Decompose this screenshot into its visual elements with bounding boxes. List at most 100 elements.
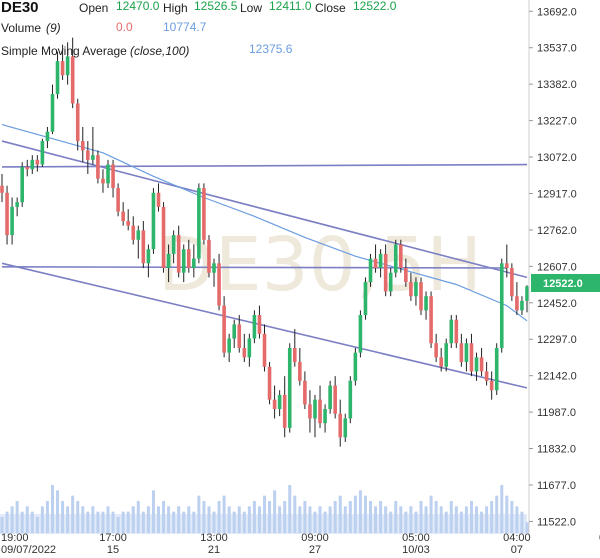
volume-bar — [222, 495, 226, 533]
trend-line-horizontal-13030 — [1, 163, 528, 168]
volume-bar — [348, 501, 352, 533]
volume-bar — [338, 495, 342, 533]
candle-body — [434, 343, 438, 358]
volume-bar — [257, 506, 261, 533]
candle — [60, 44, 65, 80]
candle-body — [186, 249, 191, 268]
candle-body — [70, 56, 75, 104]
candle-body — [242, 347, 247, 358]
candle — [409, 272, 413, 301]
time-tick-label: 17:00 — [99, 532, 127, 544]
candle-body — [308, 404, 312, 419]
open-label: Open — [79, 1, 108, 15]
close-value: 12522.0 — [353, 0, 397, 13]
volume-bar — [429, 495, 433, 533]
candle — [217, 253, 221, 311]
volume-bar — [464, 506, 468, 533]
candle-body — [55, 61, 60, 95]
volume-bar — [495, 495, 499, 533]
candle — [192, 244, 196, 278]
price-tick-label: 12762.0 — [537, 225, 577, 237]
candle — [499, 258, 504, 353]
candle-body — [393, 244, 398, 273]
candle — [282, 376, 287, 438]
candle-body — [217, 263, 221, 306]
volume-bar — [0, 517, 4, 533]
candle-body — [91, 155, 95, 160]
candle — [404, 258, 408, 287]
candle — [313, 394, 317, 438]
volume-bar — [172, 511, 176, 533]
candle-body — [454, 319, 459, 344]
candle — [75, 98, 80, 151]
volume-bar — [76, 501, 80, 533]
trend-line-horizontal-12600 — [1, 266, 507, 269]
candle-body — [419, 282, 423, 311]
volume-bar — [131, 506, 135, 533]
volume-bar — [111, 511, 115, 533]
candle-body — [474, 357, 479, 372]
candle-body — [156, 192, 161, 207]
candle-body — [424, 296, 428, 311]
candle — [318, 385, 322, 428]
candle — [166, 244, 171, 283]
candle-body — [292, 347, 297, 363]
volume-bar — [485, 506, 489, 533]
volume-bar — [525, 522, 529, 533]
candle-body — [318, 399, 322, 424]
volume-bar — [106, 506, 110, 533]
candle-body — [161, 206, 166, 268]
candle-body — [222, 305, 226, 353]
candle-body — [192, 258, 196, 268]
watermark: DE30,5H — [158, 222, 482, 308]
volume-bar — [268, 501, 272, 533]
volume-bar — [71, 495, 75, 533]
candle — [398, 239, 403, 273]
volume-bar — [207, 506, 211, 533]
volume-bar — [156, 506, 160, 533]
volume-bar — [439, 506, 443, 533]
volume-bar — [141, 511, 145, 533]
candle — [0, 173, 4, 203]
candle — [439, 347, 443, 372]
volume-bar — [86, 511, 90, 533]
price-tick-label: 11522.0 — [537, 516, 576, 528]
volume-bar — [177, 506, 181, 533]
candle — [348, 376, 353, 424]
volume-bar — [56, 490, 60, 533]
volume-bar — [151, 490, 155, 533]
volume-bar — [30, 511, 34, 533]
volume-bar — [20, 511, 24, 533]
candle-body — [176, 235, 181, 273]
volume-ma-value: 10774.7 — [163, 20, 207, 34]
volume-label: Volume — [1, 21, 41, 35]
candle-body — [282, 394, 287, 428]
svg-text:12522.0: 12522.0 — [543, 278, 583, 290]
candle — [474, 352, 479, 381]
candle-body — [267, 366, 272, 400]
volume-bar — [515, 506, 519, 533]
candle — [70, 37, 75, 109]
candle-body — [404, 268, 408, 283]
candle-body — [348, 380, 353, 419]
candle-body — [358, 315, 363, 353]
candle-body — [499, 263, 504, 348]
candle — [232, 319, 237, 348]
candle — [222, 296, 226, 358]
candle-body — [343, 418, 348, 438]
low-label: Low — [240, 1, 262, 15]
candle — [126, 209, 131, 231]
volume-bar — [66, 506, 70, 533]
time-tick-sublabel: 27 — [309, 544, 321, 556]
candle — [197, 183, 201, 264]
candle-body — [80, 141, 85, 151]
volume-bar — [167, 506, 171, 533]
candle-body — [10, 206, 14, 236]
candle-body — [212, 263, 216, 273]
candle — [10, 197, 14, 245]
volume-bar — [399, 506, 403, 533]
time-tick-label: 13:00 — [200, 532, 228, 544]
candle-body — [131, 225, 136, 240]
candle — [338, 399, 343, 447]
